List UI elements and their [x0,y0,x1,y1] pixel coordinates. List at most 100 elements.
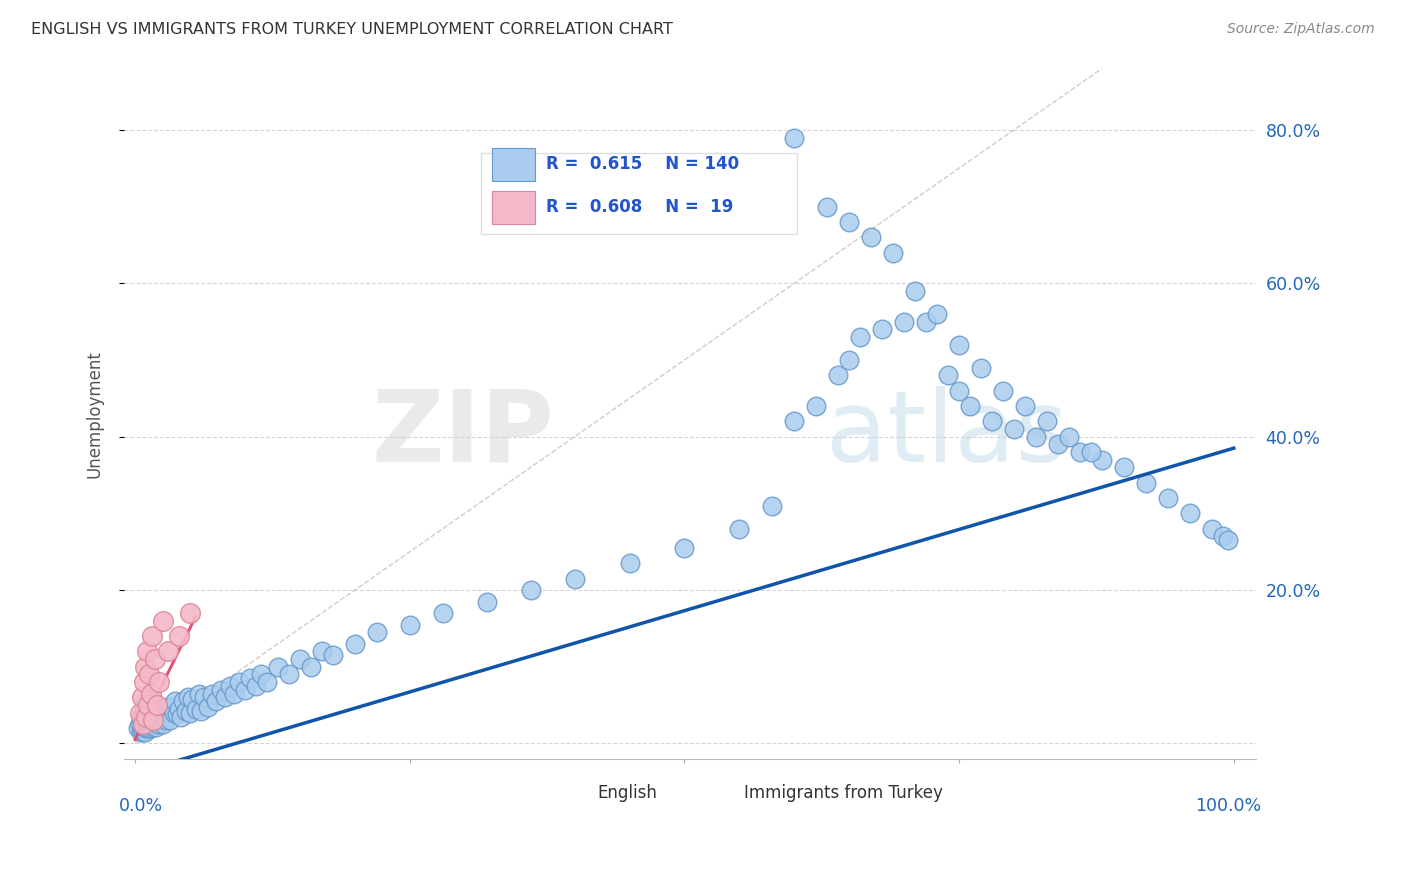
Point [148,675,170,690]
Point [135,706,157,720]
Point [190,704,212,718]
Point [136,717,159,731]
Point [172,694,194,708]
Point [366,625,388,640]
Point [142,714,165,728]
Point [1178,507,1201,521]
Point [145,720,167,734]
Point [128,717,150,731]
Point [728,522,751,536]
Point [299,659,322,673]
Point [1046,437,1069,451]
Point [136,721,159,735]
Point [139,687,162,701]
Point [166,707,188,722]
Point [1212,529,1234,543]
Point [893,315,915,329]
Point [193,690,215,705]
Point [239,671,262,685]
Point [860,230,883,244]
Text: English: English [598,783,657,802]
Point [146,703,169,717]
Point [163,694,186,708]
Point [139,721,162,735]
Point [132,725,155,739]
Point [1157,491,1180,505]
Point [1135,475,1157,490]
Point [256,675,278,690]
Point [138,717,160,731]
FancyBboxPatch shape [702,781,735,804]
Point [343,637,366,651]
Point [915,315,938,329]
Point [981,414,1004,428]
Point [150,714,173,728]
Point [131,709,153,723]
Point [1036,414,1059,428]
Point [138,706,160,720]
Point [131,690,153,705]
Point [927,307,949,321]
Point [134,698,156,712]
Point [156,699,179,714]
Point [152,717,174,731]
Point [838,215,860,229]
Point [209,682,232,697]
Point [882,245,904,260]
Point [141,629,163,643]
Point [815,200,838,214]
Point [849,330,872,344]
Point [214,690,236,705]
Point [1057,430,1080,444]
Point [177,690,200,705]
Point [1002,422,1025,436]
Point [134,659,156,673]
Point [132,706,155,720]
Point [179,606,201,620]
Text: ZIP: ZIP [371,386,554,483]
Point [138,667,160,681]
Point [134,725,156,739]
Point [245,679,267,693]
Point [948,337,970,351]
Point [475,594,498,608]
Point [129,725,152,739]
Point [149,709,172,723]
FancyBboxPatch shape [492,148,534,181]
Point [1091,452,1114,467]
Point [143,706,166,720]
Text: ENGLISH VS IMMIGRANTS FROM TURKEY UNEMPLOYMENT CORRELATION CHART: ENGLISH VS IMMIGRANTS FROM TURKEY UNEMPL… [31,22,673,37]
Point [806,399,828,413]
Point [288,652,311,666]
Point [157,709,180,723]
Point [1014,399,1036,413]
FancyBboxPatch shape [554,781,588,804]
Point [167,702,190,716]
Point [181,692,204,706]
Point [157,644,180,658]
Point [131,721,153,735]
Point [564,572,586,586]
Point [162,706,184,720]
Text: Source: ZipAtlas.com: Source: ZipAtlas.com [1227,22,1375,37]
Text: 0.0%: 0.0% [118,797,163,814]
Point [127,721,149,735]
Point [1080,445,1102,459]
Point [619,556,641,570]
Point [148,717,170,731]
Text: R =  0.615    N = 140: R = 0.615 N = 140 [546,155,740,173]
Point [136,709,159,723]
Point [174,704,197,718]
Point [136,644,159,658]
Point [311,644,333,658]
Point [132,717,155,731]
Point [142,707,165,722]
Point [218,679,240,693]
Point [184,702,207,716]
Point [1201,522,1223,536]
Point [948,384,970,398]
Text: atlas: atlas [825,386,1067,483]
Point [761,499,783,513]
Point [187,687,209,701]
Point [157,706,180,720]
